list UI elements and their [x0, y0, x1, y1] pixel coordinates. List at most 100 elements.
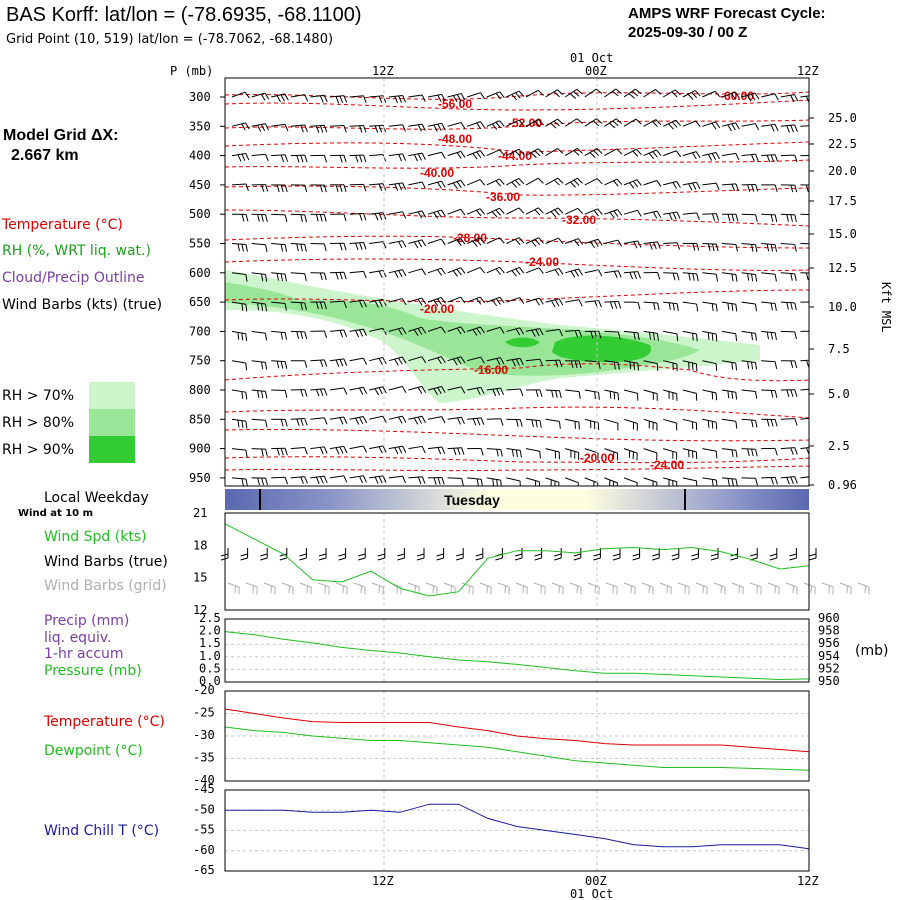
wind-barb — [780, 301, 797, 311]
wind-barb — [761, 154, 779, 163]
legend-temperature-2m: Temperature (°C) — [44, 714, 165, 730]
time-gridlines — [383, 78, 598, 486]
wind-barb — [388, 124, 406, 132]
wind-barb — [251, 418, 268, 428]
wind-barb-10m — [338, 548, 347, 561]
wind-barb — [800, 154, 809, 157]
wind-barb — [310, 330, 328, 339]
top-time-12z-a: 12Z — [372, 64, 394, 78]
wind-barb — [251, 301, 268, 312]
legend-cloud: Cloud/Precip Outline — [2, 270, 145, 286]
wind-barb — [682, 301, 699, 312]
wind-barb — [604, 209, 623, 219]
wind-barb — [486, 326, 505, 334]
wind-barb — [643, 180, 662, 187]
pressure-tick-label: 300 — [189, 90, 211, 104]
temperature-contour-label: -36.00 — [486, 190, 520, 204]
wind-barb-grid — [227, 582, 240, 595]
wind-barb — [643, 301, 660, 311]
wind-barb — [643, 360, 659, 371]
top-time-12z-b: 12Z — [797, 64, 819, 78]
wind-barb-10m — [671, 548, 680, 561]
wind-barb — [564, 207, 584, 215]
wind-barb — [349, 357, 368, 365]
wind-barb-10m — [456, 548, 464, 561]
wind-chill-line — [225, 803, 810, 850]
wind-chill-tick-label: -50 — [193, 802, 215, 816]
wind-barb — [663, 448, 678, 460]
wind-barb-grid — [263, 582, 276, 595]
wind-barb — [408, 297, 427, 306]
wind-barb — [604, 418, 619, 431]
wind-barb — [702, 448, 718, 459]
wind-barb — [329, 416, 348, 425]
wind-barb — [643, 448, 658, 461]
wind-barb-10m — [299, 548, 307, 561]
wind-barb-grid — [803, 582, 816, 595]
wind-barb — [447, 237, 466, 246]
wind-barb — [663, 477, 678, 486]
wind-barb — [604, 448, 619, 461]
height-tick-label: 25.0 — [828, 111, 857, 125]
wind-barb — [702, 152, 720, 161]
wind-chill-axis: -65 -60 -55 -50 -45 — [193, 782, 215, 877]
wind-barb-10m — [769, 548, 778, 561]
wind-barb — [271, 123, 289, 132]
wind-barb — [349, 212, 367, 221]
wind-barb — [427, 93, 446, 102]
wind-barb-grid — [389, 582, 402, 595]
wind-barb — [506, 148, 525, 157]
wind-barb — [584, 477, 599, 486]
wind-barb-grid — [821, 582, 834, 595]
wind-barb — [408, 152, 426, 162]
wind-barb-grid — [839, 582, 852, 595]
wind-barb — [623, 118, 642, 127]
precip-tick-label: 1.5 — [199, 636, 221, 650]
wind-barb — [780, 94, 799, 102]
wind-barb — [486, 296, 505, 307]
wind-barb — [800, 359, 809, 368]
pressure-tick-label: 650 — [189, 295, 211, 309]
wind-barb — [329, 358, 348, 367]
temperature-contour-label: -40.00 — [420, 166, 454, 180]
height-tick-label: 0.96 — [828, 478, 857, 492]
wind-barb — [427, 151, 446, 159]
wind-barb — [349, 416, 368, 425]
rh70-swatch — [89, 382, 135, 409]
wind-barb — [721, 330, 738, 342]
wind-barb — [447, 179, 466, 190]
wind-barb — [643, 271, 661, 280]
wind-barb — [427, 180, 446, 189]
wind-barb — [741, 448, 758, 457]
pressure-tick-label: 750 — [189, 354, 211, 368]
wind-barb — [349, 95, 367, 103]
wind-barb — [231, 448, 248, 458]
wind-barb — [545, 267, 564, 276]
wind-barb — [663, 360, 678, 372]
wind-barb — [525, 177, 544, 186]
wind-barb — [271, 476, 288, 485]
wind-barb — [467, 266, 486, 274]
wind-barb — [663, 418, 678, 431]
wind-barb — [251, 477, 268, 486]
wind-barb — [565, 299, 583, 307]
wind-barb — [761, 447, 778, 456]
wind-barb — [741, 243, 758, 252]
temperature-contour-label: -52.00 — [508, 116, 542, 130]
wind-barb — [682, 272, 699, 282]
wind-barb — [486, 120, 505, 130]
pressure-tick-label-right: 956 — [818, 636, 840, 650]
wind-barb — [251, 272, 268, 282]
wind-barb — [290, 272, 307, 281]
wind-barb — [584, 448, 599, 461]
wind-barb-grid — [785, 582, 798, 595]
wind-barb — [741, 301, 757, 312]
wind-barb — [565, 448, 580, 460]
wind-barb — [388, 269, 407, 279]
wind-barb — [584, 118, 603, 127]
wind-barb — [525, 89, 544, 98]
wind-barb — [231, 272, 248, 282]
wind-barb — [447, 93, 466, 103]
wind-chill-tick-label: -55 — [193, 823, 215, 837]
wind-barb — [780, 184, 798, 193]
